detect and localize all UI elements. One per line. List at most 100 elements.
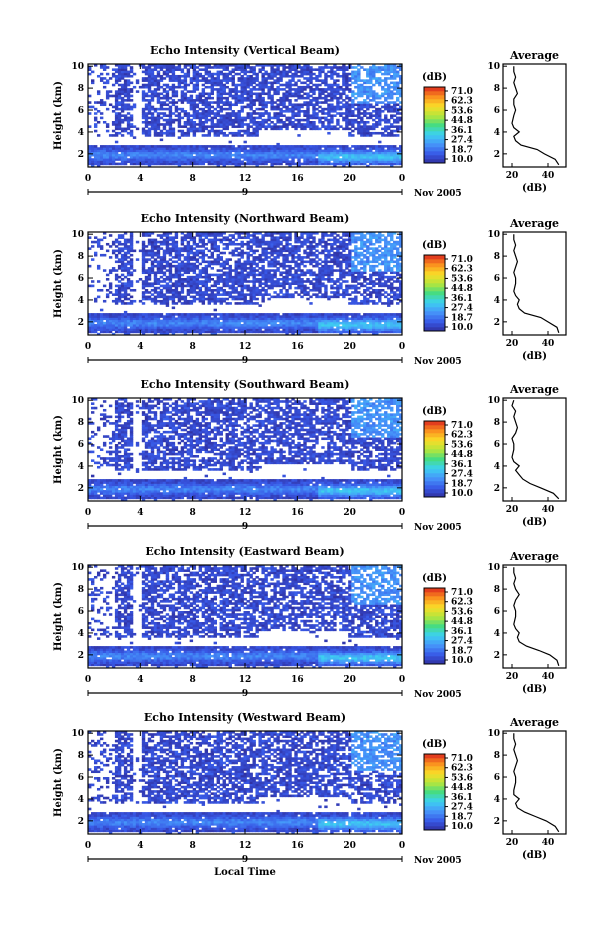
heatmap-cell xyxy=(381,73,384,76)
heatmap-cell xyxy=(172,145,175,148)
heatmap-cell xyxy=(276,236,279,239)
heatmap-cell xyxy=(318,84,321,87)
heatmap-cell xyxy=(151,282,154,285)
heatmap-cell xyxy=(199,287,202,290)
heatmap-cell xyxy=(378,108,381,111)
heatmap-cell xyxy=(366,86,369,89)
heatmap-cell xyxy=(202,291,205,294)
heatmap-cell xyxy=(229,313,232,316)
heatmap-cell xyxy=(136,258,139,261)
heatmap-cell xyxy=(175,302,178,305)
heatmap-cell xyxy=(196,298,199,301)
heatmap-cell xyxy=(235,331,238,334)
heatmap-cell xyxy=(396,97,399,100)
heatmap-cell xyxy=(342,128,345,131)
heatmap-cell xyxy=(247,123,250,126)
heatmap-cell xyxy=(279,263,282,266)
heatmap-cell xyxy=(133,300,136,303)
heatmap-cell xyxy=(166,130,169,133)
heatmap-cell xyxy=(127,293,130,296)
heatmap-cell xyxy=(261,287,264,290)
heatmap-cell xyxy=(255,256,258,259)
heatmap-cell xyxy=(172,119,175,122)
heatmap-cell xyxy=(160,139,163,142)
heatmap-cell xyxy=(130,99,133,102)
heatmap-cell xyxy=(112,130,115,133)
heatmap-cell xyxy=(133,103,136,106)
heatmap-cell xyxy=(226,236,229,239)
heatmap-cell xyxy=(214,108,217,111)
heatmap-cell xyxy=(130,123,133,126)
heatmap-cell xyxy=(154,108,157,111)
heatmap-cell xyxy=(396,125,399,128)
heatmap-cell xyxy=(130,280,133,283)
heatmap-cell xyxy=(327,103,330,106)
heatmap-cell xyxy=(384,103,387,106)
heatmap-cell xyxy=(208,313,211,316)
heatmap-cell xyxy=(390,106,393,109)
heatmap-cell xyxy=(267,82,270,85)
heatmap-cell xyxy=(351,99,354,102)
heatmap-cell xyxy=(351,119,354,122)
heatmap-cell xyxy=(193,156,196,159)
heatmap-cell xyxy=(181,296,184,299)
heatmap-cell xyxy=(244,141,247,144)
heatmap-cell xyxy=(97,90,100,93)
heatmap-cell xyxy=(160,86,163,89)
heatmap-cell xyxy=(172,274,175,277)
heatmap-cell xyxy=(300,123,303,126)
heatmap-cell xyxy=(127,328,130,331)
heatmap-cell xyxy=(109,269,112,272)
heatmap-cell xyxy=(154,145,157,148)
heatmap-cell xyxy=(175,90,178,93)
heatmap-cell xyxy=(187,241,190,244)
heatmap-cell xyxy=(196,243,199,246)
heatmap-cell xyxy=(270,125,273,128)
heatmap-cell xyxy=(235,73,238,76)
heatmap-cell xyxy=(306,145,309,148)
heatmap-cell xyxy=(288,145,291,148)
heatmap-cell xyxy=(241,130,244,133)
heatmap-cell xyxy=(330,125,333,128)
heatmap-cell xyxy=(369,145,372,148)
heatmap-cell xyxy=(270,145,273,148)
heatmap-cell xyxy=(97,265,100,268)
heatmap-cell xyxy=(255,250,258,253)
heatmap-cell xyxy=(187,300,190,303)
heatmap-cell xyxy=(384,145,387,148)
heatmap-cell xyxy=(220,293,223,296)
heatmap-cell xyxy=(211,145,214,148)
heatmap-cell xyxy=(312,84,315,87)
heatmap-cell xyxy=(241,117,244,120)
heatmap-cell xyxy=(127,112,130,115)
heatmap-cell xyxy=(315,145,318,148)
heatmap-cell xyxy=(223,114,226,117)
heatmap-cell xyxy=(223,236,226,239)
heatmap-cell xyxy=(270,82,273,85)
heatmap-cell xyxy=(267,326,270,329)
heatmap-cell xyxy=(118,241,121,244)
heatmap-cell xyxy=(121,247,124,250)
heatmap-cell xyxy=(297,119,300,122)
heatmap-cell xyxy=(121,119,124,122)
heatmap-cell xyxy=(318,66,321,69)
heatmap-cell xyxy=(133,86,136,89)
average-y-tick-label: 4 xyxy=(494,128,500,138)
heatmap-cell xyxy=(348,97,351,100)
heatmap-cell xyxy=(184,256,187,259)
heatmap-cell xyxy=(375,101,378,104)
heatmap-cell xyxy=(255,278,258,281)
heatmap-cell xyxy=(318,88,321,91)
heatmap-cell xyxy=(121,254,124,257)
heatmap-cell xyxy=(324,117,327,120)
heatmap-cell xyxy=(282,110,285,113)
heatmap-cell xyxy=(276,103,279,106)
heatmap-cell xyxy=(175,280,178,283)
heatmap-cell xyxy=(238,130,241,133)
heatmap-cell xyxy=(193,247,196,250)
heatmap-cell xyxy=(223,271,226,274)
heatmap-cell xyxy=(327,99,330,102)
heatmap-cell xyxy=(249,239,252,242)
heatmap-cell xyxy=(151,293,154,296)
heatmap-cell xyxy=(235,302,238,305)
